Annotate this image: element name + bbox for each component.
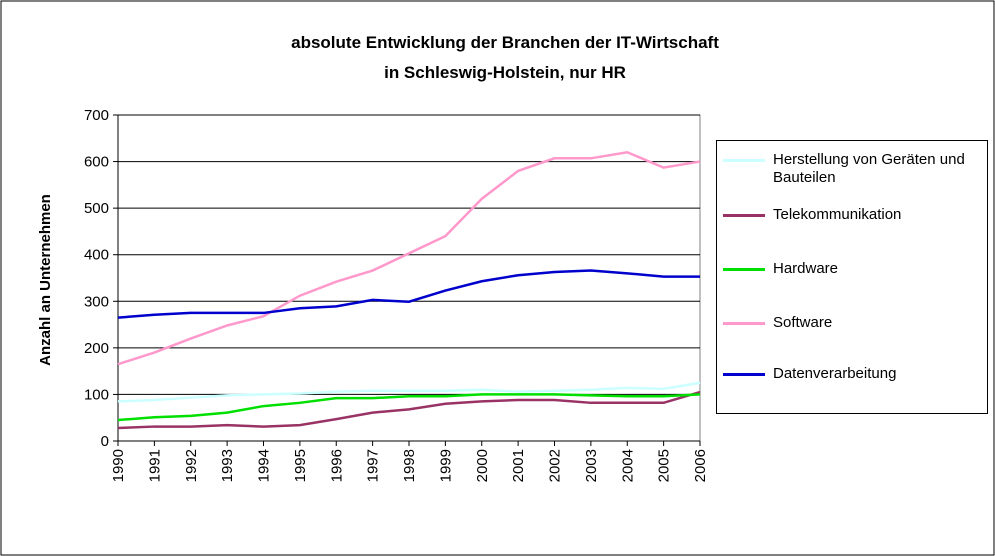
legend-label: Herstellung von Geräten und Bauteilen	[773, 151, 965, 186]
x-tick-label: 1991	[146, 449, 163, 482]
y-tick-label: 500	[84, 200, 109, 217]
legend-swatch	[723, 322, 765, 325]
legend-item: Datenverarbeitung	[723, 365, 985, 383]
x-tick-label: 1998	[401, 449, 418, 482]
y-tick-label: 100	[84, 386, 109, 403]
y-tick-label: 700	[84, 107, 109, 124]
chart-title: in Schleswig-Holstein, nur HR	[384, 63, 626, 82]
x-tick-label: 1994	[256, 449, 273, 482]
y-tick-label: 300	[84, 293, 109, 310]
line-series	[117, 393, 701, 422]
x-tick-label: 2004	[619, 449, 636, 482]
x-tick-label: 2002	[547, 449, 564, 482]
legend-item: Hardware	[723, 260, 985, 278]
x-tick-label: 2001	[510, 449, 527, 482]
x-tick-label: 2006	[692, 449, 709, 482]
line-series	[117, 269, 700, 319]
x-tick-label: 1993	[219, 449, 236, 482]
x-tick-label: 1996	[328, 449, 345, 482]
x-tick-label: 1990	[110, 449, 127, 482]
x-tick-label: 2003	[583, 449, 600, 482]
y-tick-label: 600	[84, 154, 109, 171]
legend-label: Datenverarbeitung	[773, 365, 897, 382]
legend-swatch	[723, 373, 765, 376]
legend-label: Telekommunikation	[773, 206, 902, 223]
line-series	[117, 150, 701, 366]
x-tick-label: 1995	[292, 449, 309, 482]
line-series	[117, 381, 701, 403]
legend-label: Software	[773, 314, 833, 331]
legend-item: Telekommunikation	[723, 206, 985, 224]
legend-label: Hardware	[773, 260, 839, 277]
legend-swatch	[723, 159, 765, 162]
legend: Herstellung von Geräten und Bauteilen Tel…	[716, 140, 988, 414]
x-tick-label: 2000	[474, 449, 491, 482]
y-tick-label: 0	[101, 433, 109, 450]
chart-title: absolute Entwicklung der Branchen der IT…	[291, 33, 719, 52]
y-axis-label: Anzahl an Unternehmen	[37, 194, 54, 366]
legend-swatch	[723, 268, 765, 271]
line-series	[117, 390, 701, 430]
legend-swatch	[723, 214, 765, 217]
x-tick-label: 2005	[656, 449, 673, 482]
x-tick-label: 1999	[437, 449, 454, 482]
plot-area	[117, 114, 701, 442]
x-tick-label: 1997	[365, 449, 382, 482]
x-tick-label: 1992	[183, 449, 200, 482]
y-tick-label: 200	[84, 340, 109, 357]
legend-item: Herstellung von Geräten und Bauteilen	[723, 151, 985, 187]
legend-item: Software	[723, 314, 985, 332]
y-tick-label: 400	[84, 247, 109, 264]
